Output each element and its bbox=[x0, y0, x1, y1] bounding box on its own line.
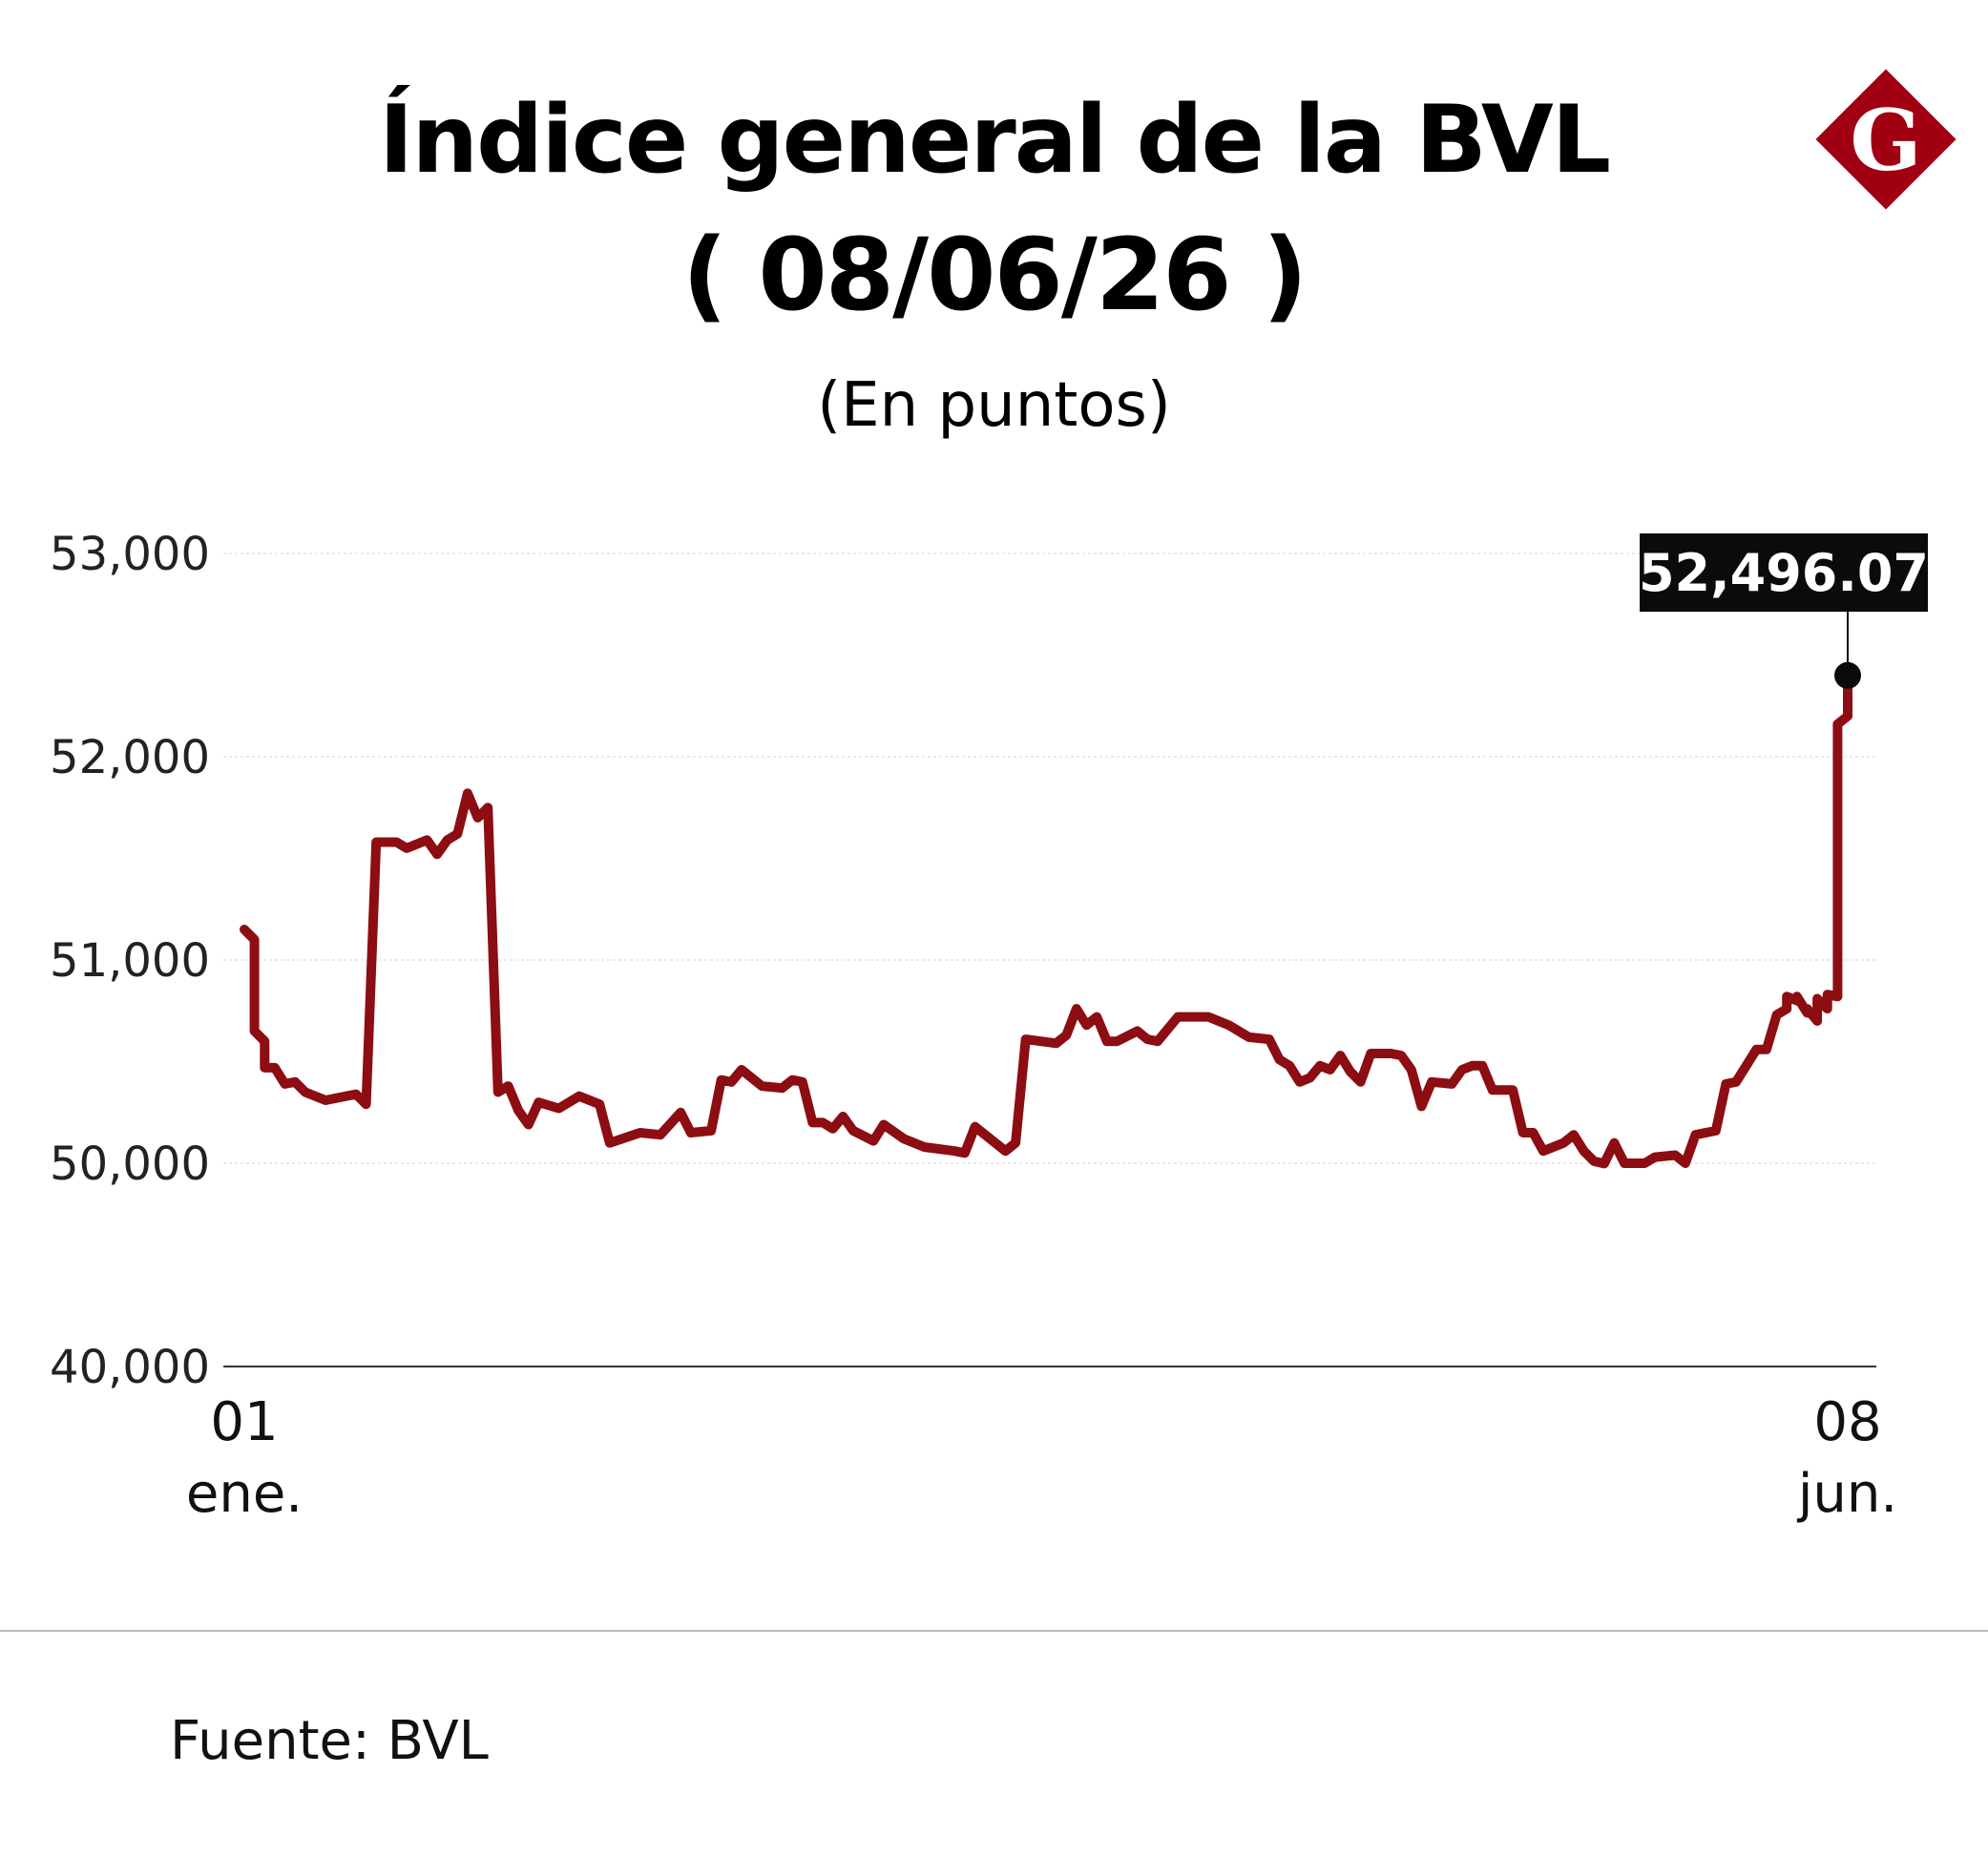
x-tick-month: ene. bbox=[186, 1463, 303, 1525]
y-axis-labels: 53,000 52,000 51,000 50,000 40,000 bbox=[50, 528, 210, 1394]
footer-divider bbox=[0, 1630, 1988, 1632]
x-axis-labels: 01 ene. 08 jun. bbox=[186, 1391, 1897, 1525]
y-tick-label: 53,000 bbox=[50, 528, 210, 581]
x-tick-day: 08 bbox=[1813, 1391, 1881, 1453]
x-tick-month: jun. bbox=[1796, 1463, 1897, 1525]
chart-date: ( 08/06/26 ) bbox=[681, 217, 1308, 333]
logo-letter: G bbox=[1850, 91, 1921, 190]
diamond-g-logo: G bbox=[1815, 69, 1957, 210]
source-note: Fuente: BVL bbox=[170, 1710, 489, 1772]
line-chart: 53,000 52,000 51,000 50,000 40,000 01 ene. 08 j… bbox=[50, 528, 1929, 1525]
y-tick-label: 51,000 bbox=[50, 934, 210, 988]
y-tick-label: 40,000 bbox=[50, 1341, 210, 1394]
last-value-label-box bbox=[1640, 533, 1928, 612]
last-point-marker bbox=[1834, 661, 1861, 689]
x-tick-day: 01 bbox=[210, 1391, 278, 1453]
series-line bbox=[240, 670, 1852, 1169]
grid bbox=[223, 553, 1876, 1367]
chart-title: Índice general de la BVL bbox=[378, 86, 1611, 195]
y-tick-label: 50,000 bbox=[50, 1137, 210, 1191]
y-tick-label: 52,000 bbox=[50, 731, 210, 784]
last-value-label: 52,496.07 bbox=[1639, 543, 1929, 603]
chart-subtitle: (En puntos) bbox=[817, 370, 1171, 441]
